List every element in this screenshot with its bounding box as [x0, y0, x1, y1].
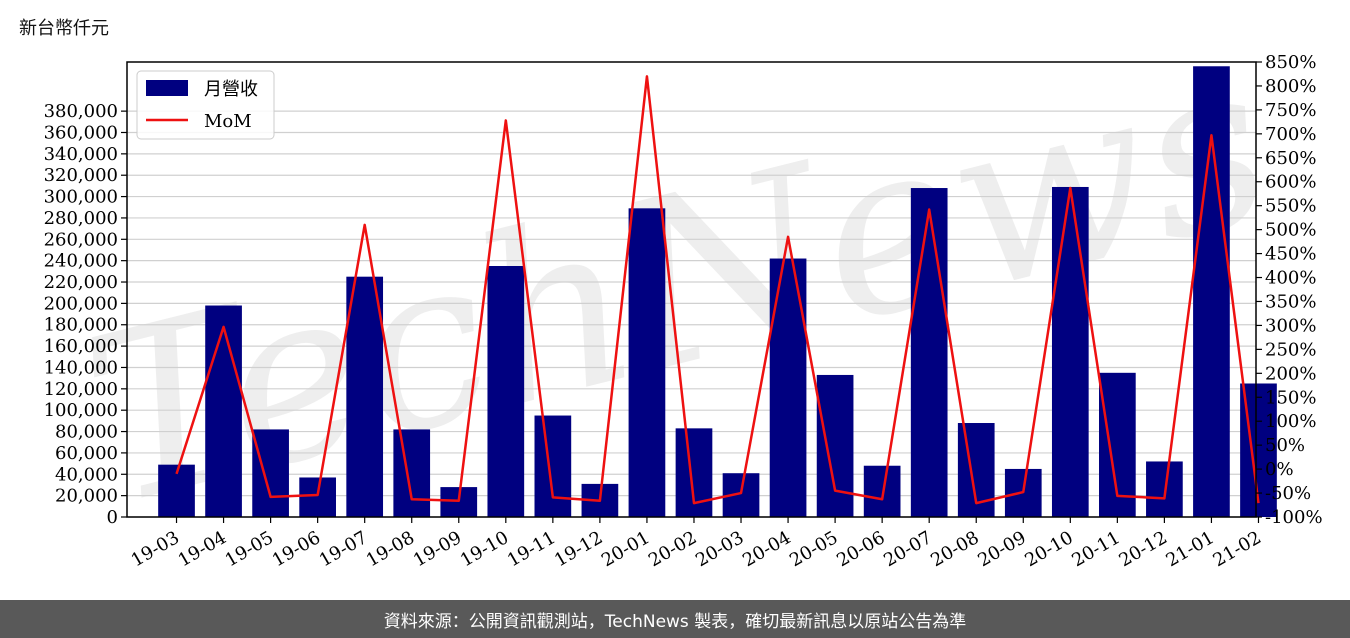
- y-right-tick-label: -50%: [1265, 483, 1311, 504]
- y-left-tick-label: 40,000: [55, 464, 118, 485]
- y-right-tick-label: 850%: [1265, 52, 1316, 73]
- y-right-tick-label: 50%: [1265, 435, 1305, 456]
- bar: [816, 374, 854, 517]
- y-left-tick-label: 200,000: [44, 293, 118, 314]
- y-right-tick-label: 800%: [1265, 76, 1316, 97]
- bar: [863, 465, 901, 517]
- x-tick-label: 20-04: [739, 527, 794, 571]
- x-tick-label: 19-11: [504, 527, 559, 571]
- bar: [910, 188, 948, 517]
- y-left-tick-label: 380,000: [44, 101, 118, 122]
- x-tick-label: 19-07: [316, 527, 371, 571]
- bar: [534, 415, 572, 517]
- y-right-tick-label: 450%: [1265, 244, 1316, 265]
- y-left-tick-label: 360,000: [44, 122, 118, 143]
- x-tick-label: 19-12: [551, 527, 606, 571]
- y-right-tick-label: 350%: [1265, 291, 1316, 312]
- y-left-tick-label: 340,000: [44, 144, 118, 165]
- legend-line-label: MoM: [204, 111, 252, 132]
- y-left-tick-label: 100,000: [44, 400, 118, 421]
- legend-bar-label: 月營收: [204, 79, 258, 100]
- y-right-tick-label: -100%: [1265, 507, 1323, 528]
- y-axis-right: -100% -50% 0% 50% 100% 150% 200% 250% 300% 350%40…: [1256, 52, 1323, 528]
- y-left-tick-label: 20,000: [55, 486, 118, 507]
- bar: [1051, 186, 1089, 517]
- y-left-tick-label: 60,000: [55, 443, 118, 464]
- x-tick-label: 20-06: [833, 527, 888, 571]
- legend: 月營收 MoM: [136, 70, 275, 140]
- bar: [487, 266, 525, 517]
- x-tick-label: 20-03: [692, 527, 747, 571]
- unit-label: 新台幣仟元: [19, 18, 109, 39]
- x-tick-label: 20-11: [1068, 527, 1123, 571]
- y-right-tick-label: 400%: [1265, 268, 1316, 289]
- x-tick-label: 20-07: [880, 527, 935, 571]
- y-axis-left: 020,00040,00060,00080,000100,000120,0001…: [44, 101, 127, 528]
- y-left-tick-label: 0: [107, 507, 118, 528]
- y-left-tick-label: 320,000: [44, 165, 118, 186]
- bar: [393, 429, 431, 517]
- x-tick-label: 19-06: [269, 527, 324, 571]
- bar: [205, 305, 242, 517]
- x-tick-label: 19-09: [410, 527, 465, 571]
- x-tick-label: 19-08: [363, 527, 418, 571]
- bar: [628, 208, 666, 517]
- x-tick-label: 21-01: [1162, 527, 1217, 571]
- bar: [346, 276, 384, 517]
- y-right-tick-label: 150%: [1265, 387, 1316, 408]
- x-tick-label: 19-10: [457, 527, 512, 571]
- y-right-tick-label: 100%: [1265, 411, 1316, 432]
- bar: [769, 258, 807, 517]
- y-right-tick-label: 500%: [1265, 220, 1316, 241]
- x-axis: 19-0319-0419-0519-0619-0719-0819-0919-10…: [128, 517, 1265, 571]
- y-left-tick-label: 280,000: [44, 208, 118, 229]
- y-left-tick-label: 220,000: [44, 272, 118, 293]
- bar: [252, 429, 289, 517]
- plot-frame: [126, 61, 1257, 518]
- x-tick-label: 20-01: [598, 527, 653, 571]
- y-right-tick-label: 0%: [1265, 459, 1294, 480]
- y-right-tick-label: 600%: [1265, 172, 1316, 193]
- y-right-tick-label: 550%: [1265, 196, 1316, 217]
- y-left-tick-label: 240,000: [44, 251, 118, 272]
- y-left-tick-label: 260,000: [44, 229, 118, 250]
- y-right-tick-label: 250%: [1265, 339, 1316, 360]
- y-left-tick-label: 300,000: [44, 187, 118, 208]
- y-left-tick-label: 180,000: [44, 315, 118, 336]
- y-right-tick-label: 200%: [1265, 363, 1316, 384]
- y-left-tick-label: 80,000: [55, 422, 118, 443]
- mom-line: [175, 75, 1260, 505]
- y-right-tick-label: 650%: [1265, 148, 1316, 169]
- line-series: [175, 75, 1260, 505]
- footer-source-note: 資料來源：公開資訊觀測站，TechNews 製表，確切最新訊息以原站公告為準: [0, 600, 1350, 638]
- bar: [299, 477, 336, 517]
- x-tick-label: 20-08: [927, 527, 982, 571]
- y-right-tick-label: 750%: [1265, 100, 1316, 121]
- x-tick-label: 19-05: [222, 527, 277, 571]
- y-right-tick-label: 700%: [1265, 124, 1316, 145]
- y-right-tick-label: 300%: [1265, 315, 1316, 336]
- x-tick-label: 20-10: [1021, 527, 1076, 571]
- x-tick-label: 21-02: [1210, 527, 1265, 571]
- legend-bar-swatch: [146, 80, 188, 96]
- y-left-tick-label: 120,000: [44, 379, 118, 400]
- x-tick-label: 20-05: [786, 527, 841, 571]
- x-tick-label: 20-02: [645, 527, 700, 571]
- chart: TechNews 020,00040,00060,00080,000100,00…: [44, 8, 1323, 571]
- y-left-tick-label: 160,000: [44, 336, 118, 357]
- y-left-tick-label: 140,000: [44, 357, 118, 378]
- bar: [1193, 66, 1230, 517]
- x-tick-label: 20-12: [1115, 527, 1170, 571]
- x-tick-label: 20-09: [974, 527, 1029, 571]
